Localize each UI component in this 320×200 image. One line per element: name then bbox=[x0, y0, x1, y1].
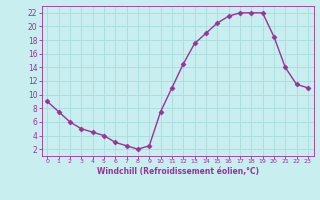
X-axis label: Windchill (Refroidissement éolien,°C): Windchill (Refroidissement éolien,°C) bbox=[97, 167, 259, 176]
